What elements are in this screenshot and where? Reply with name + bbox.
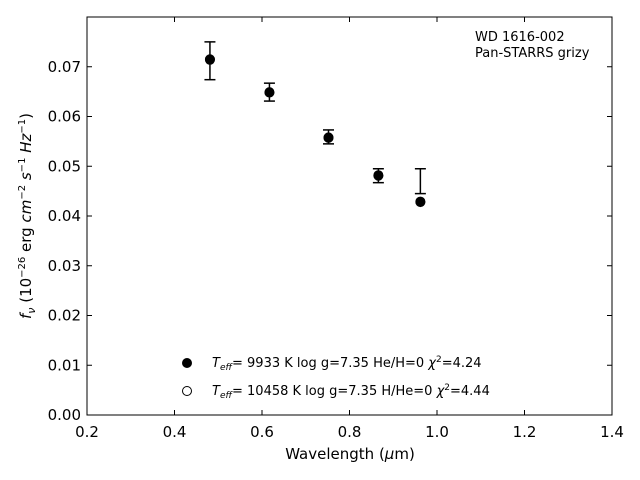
y-tick-label: 0.00 (48, 406, 81, 424)
legend-marker-filled (182, 358, 192, 368)
y-tick-label: 0.05 (48, 157, 81, 175)
x-tick-label: 1.0 (425, 423, 449, 441)
axis-ticks: 0.2 0.4 0.6 0.8 1.0 1.2 1.4 0.00 0.01 0.02 0.03 0.0… (48, 17, 624, 441)
y-axis-title: fν (10−26 erg cm−2 s−1 Hz−1) (17, 113, 38, 319)
y-tick-label: 0.02 (48, 307, 81, 325)
x-tick-label: 0.2 (75, 423, 99, 441)
x-tick-label: 1.2 (513, 423, 537, 441)
legend: Teff= 9933 K log g=7.35 He/H=0 χ2=4.24 T… (182, 355, 490, 401)
y-tick-label: 0.06 (48, 108, 81, 126)
x-tick-label: 0.6 (250, 423, 274, 441)
legend-label-1: Teff= 9933 K log g=7.35 He/H=0 χ2=4.24 (212, 355, 482, 373)
x-tick-label: 1.4 (600, 423, 624, 441)
annotation-survey: Pan-STARRS grizy (475, 46, 590, 61)
x-tick-label: 0.4 (163, 423, 187, 441)
annotation-object: WD 1616-002 (475, 30, 565, 45)
model-point-filled (204, 54, 215, 65)
y-tick-label: 0.04 (48, 207, 81, 225)
model-point-filled (264, 87, 275, 98)
plot-frame (86, 16, 613, 416)
error-bars (204, 41, 426, 195)
x-axis-title: Wavelength (μm) (285, 445, 415, 463)
legend-marker-open (182, 386, 192, 396)
x-tick-label: 0.8 (338, 423, 362, 441)
y-tick-label: 0.07 (48, 58, 81, 76)
y-tick-label: 0.01 (48, 356, 81, 374)
model-point-filled (415, 196, 426, 207)
model-point-filled (373, 170, 384, 181)
y-tick-label: 0.03 (48, 257, 81, 275)
model-point-filled (323, 132, 334, 143)
legend-label-2: Teff= 10458 K log g=7.35 H/He=0 χ2=4.44 (212, 383, 490, 401)
model-points (204, 54, 426, 208)
